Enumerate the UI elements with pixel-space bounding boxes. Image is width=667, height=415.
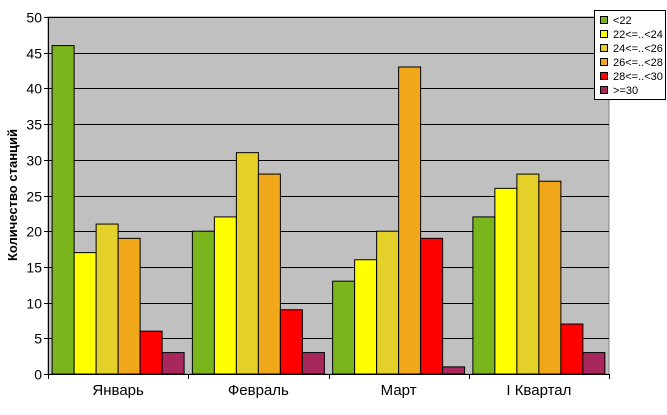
y-tick-label: 50 (26, 10, 42, 26)
bar-0-5 (161, 352, 185, 375)
bar-0-1 (73, 252, 97, 375)
bar-2-2 (376, 230, 400, 375)
bar-0-2 (95, 223, 119, 375)
plot-area (47, 16, 610, 375)
legend-entry: >=30 (613, 85, 638, 97)
bar-1-2 (235, 152, 259, 375)
bar-1-4 (279, 309, 303, 375)
bar-2-4 (420, 237, 444, 375)
y-tick-label: 40 (26, 81, 42, 97)
bar-2-1 (354, 259, 378, 375)
bar-0-4 (139, 330, 163, 375)
y-tick-label: 10 (26, 296, 42, 312)
legend-swatch (600, 58, 608, 66)
bar-1-5 (301, 352, 325, 375)
bar-2-0 (332, 280, 356, 375)
y-tick-label: 45 (26, 46, 42, 62)
bar-3-1 (494, 187, 518, 375)
bar-2-3 (398, 66, 422, 375)
bar-3-0 (472, 216, 496, 375)
legend-swatch (600, 44, 608, 52)
legend-entry: 28<=..<30 (613, 71, 663, 83)
bar-2-5 (442, 366, 466, 375)
bar-1-0 (191, 230, 215, 375)
bar-3-2 (516, 173, 540, 375)
legend-box (594, 10, 666, 100)
bar-1-3 (257, 173, 281, 375)
y-tick-label: 15 (26, 260, 42, 276)
legend-swatch (600, 30, 608, 38)
bar-0-3 (117, 237, 141, 375)
y-tick-label: 30 (26, 153, 42, 169)
legend: <22 22<=..<24 24<=..<26 26<=..<28 28<=..<30 >… (594, 10, 666, 100)
bar-3-3 (538, 180, 562, 375)
x-tick-label: Февраль (228, 382, 289, 399)
legend-entry: 22<=..<24 (613, 29, 663, 41)
y-tick-label: 35 (26, 117, 42, 133)
y-axis-label: Количество станций (5, 129, 20, 261)
x-tick-label: Январь (92, 382, 144, 399)
legend-entry: 26<=..<28 (613, 57, 663, 69)
bar-0-0 (51, 45, 75, 375)
legend-entry: 24<=..<26 (613, 43, 663, 55)
bar-1-1 (213, 216, 237, 375)
legend-swatch (600, 86, 608, 94)
legend-swatch (600, 72, 608, 80)
y-tick-label: 25 (26, 189, 42, 205)
legend-swatch (600, 16, 608, 24)
y-tick-label: 5 (34, 331, 42, 347)
legend-entry: <22 (613, 15, 632, 27)
y-tick-label: 0 (34, 367, 42, 383)
y-tick-label: 20 (26, 224, 42, 240)
x-tick-label: I Квартал (506, 382, 571, 399)
bar-3-4 (560, 323, 584, 375)
bar-3-5 (582, 352, 606, 375)
axes: 0 5 10 15 20 25 30 35 40 45 50 Январь Февраль Март I К… (26, 10, 610, 399)
x-tick-label: Март (381, 382, 417, 399)
